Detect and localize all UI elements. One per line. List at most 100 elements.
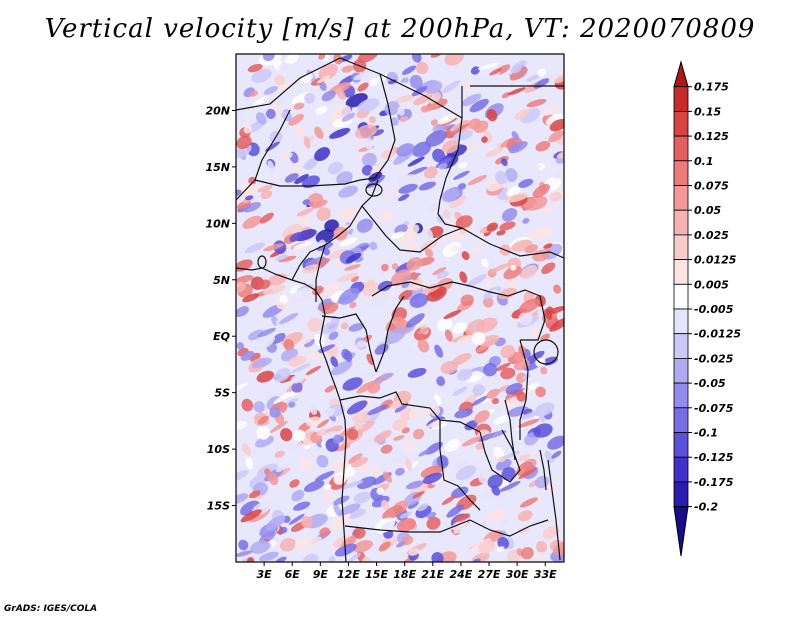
field-cell: [430, 119, 438, 126]
field-cell: [385, 327, 407, 345]
field-cell: [426, 516, 441, 530]
colorbar-segment: [673, 407, 689, 433]
field-cell: [257, 184, 273, 193]
field-cell: [259, 551, 279, 562]
field-cell: [314, 147, 331, 162]
longitude-axis: 3E 6E 9E 12E 15E 18E 21E 24E 27E 30E 33E: [257, 562, 557, 581]
field-cell: [321, 407, 335, 418]
field-cell: [369, 241, 378, 251]
lon-label: 30E: [506, 568, 529, 581]
border-car-drc: [371, 281, 471, 297]
field-cell: [304, 258, 318, 266]
field-cell: [486, 109, 498, 122]
field-cell: [236, 281, 247, 293]
field-cell: [288, 355, 307, 367]
field-cell: [236, 135, 252, 150]
colorbar-label: -0.2: [694, 501, 718, 514]
field-cell: [357, 54, 379, 63]
field-cell: [355, 124, 378, 139]
field-cell: [533, 164, 542, 171]
field-cell: [301, 175, 320, 189]
field-cell: [349, 301, 357, 309]
field-cell: [434, 344, 444, 358]
field-cell: [293, 501, 311, 511]
field-cell: [390, 117, 399, 126]
field-cell: [355, 340, 367, 349]
field-cell: [307, 317, 323, 332]
field-cell: [244, 242, 266, 254]
field-cell: [369, 116, 376, 124]
field-cell: [381, 263, 389, 272]
lon-label: 15E: [365, 568, 388, 581]
field-cell: [392, 418, 408, 431]
field-cell: [293, 174, 309, 185]
field-cell: [429, 404, 440, 417]
field-cell: [311, 350, 322, 362]
field-cell: [253, 96, 269, 106]
lat-label: 10S: [207, 443, 230, 456]
field-cell: [517, 510, 533, 522]
field-cell: [269, 420, 288, 433]
field-cell: [457, 368, 473, 381]
field-cell: [242, 215, 262, 229]
field-cell: [554, 72, 564, 84]
field-cell: [477, 62, 500, 71]
field-cell: [526, 98, 547, 108]
border-nigeria-cameroon: [291, 179, 379, 281]
field-cell: [394, 402, 409, 413]
field-cell: [451, 352, 472, 366]
field-cell: [315, 229, 335, 244]
field-cell: [417, 339, 430, 353]
field-cell: [291, 489, 305, 502]
colorbar-label: -0.175: [694, 476, 734, 489]
field-cell: [515, 372, 527, 383]
field-cell: [424, 419, 442, 430]
field-cell: [442, 80, 461, 93]
field-cell: [553, 284, 562, 294]
field-cell: [307, 193, 324, 208]
field-cell: [456, 335, 474, 345]
colorbar-label: 0.1: [694, 155, 714, 168]
field-cell: [361, 279, 376, 289]
colorbar-label: -0.075: [694, 402, 734, 415]
field-cell: [391, 263, 399, 270]
field-cell: [518, 468, 537, 479]
field-cell: [405, 480, 424, 490]
field-cell: [501, 92, 511, 99]
latitude-axis: 20N 15N 10N 5N EQ 5S 10S 15S: [205, 104, 236, 513]
field-cell: [440, 360, 458, 375]
field-cell: [342, 377, 363, 391]
field-cell: [352, 527, 366, 539]
field-cell: [303, 480, 325, 492]
field-cell: [262, 54, 275, 62]
field-cell: [330, 356, 339, 368]
field-cell: [376, 487, 384, 495]
field-cell: [448, 194, 467, 209]
field-cell: [520, 410, 542, 420]
field-cell: [549, 317, 564, 332]
field-cell: [372, 465, 382, 477]
field-cell: [496, 546, 505, 552]
field-cell: [418, 449, 430, 457]
field-cell: [491, 397, 499, 405]
field-cell: [323, 484, 332, 490]
field-cell: [436, 376, 446, 387]
field-cell: [289, 441, 303, 452]
lat-label: 5S: [214, 387, 230, 400]
field-cell: [241, 443, 252, 456]
field-cell: [544, 450, 554, 463]
field-cell: [507, 276, 517, 288]
field-cell: [481, 136, 488, 143]
field-cell: [517, 418, 540, 428]
field-cell: [316, 428, 327, 437]
field-cell: [432, 148, 446, 163]
field-cell: [547, 435, 564, 450]
field-cell: [441, 188, 460, 203]
field-cell: [471, 75, 485, 83]
field-cell: [436, 455, 449, 469]
field-cell: [509, 66, 528, 81]
field-cell: [356, 420, 375, 434]
field-cell: [321, 321, 339, 335]
field-cell: [436, 317, 453, 332]
